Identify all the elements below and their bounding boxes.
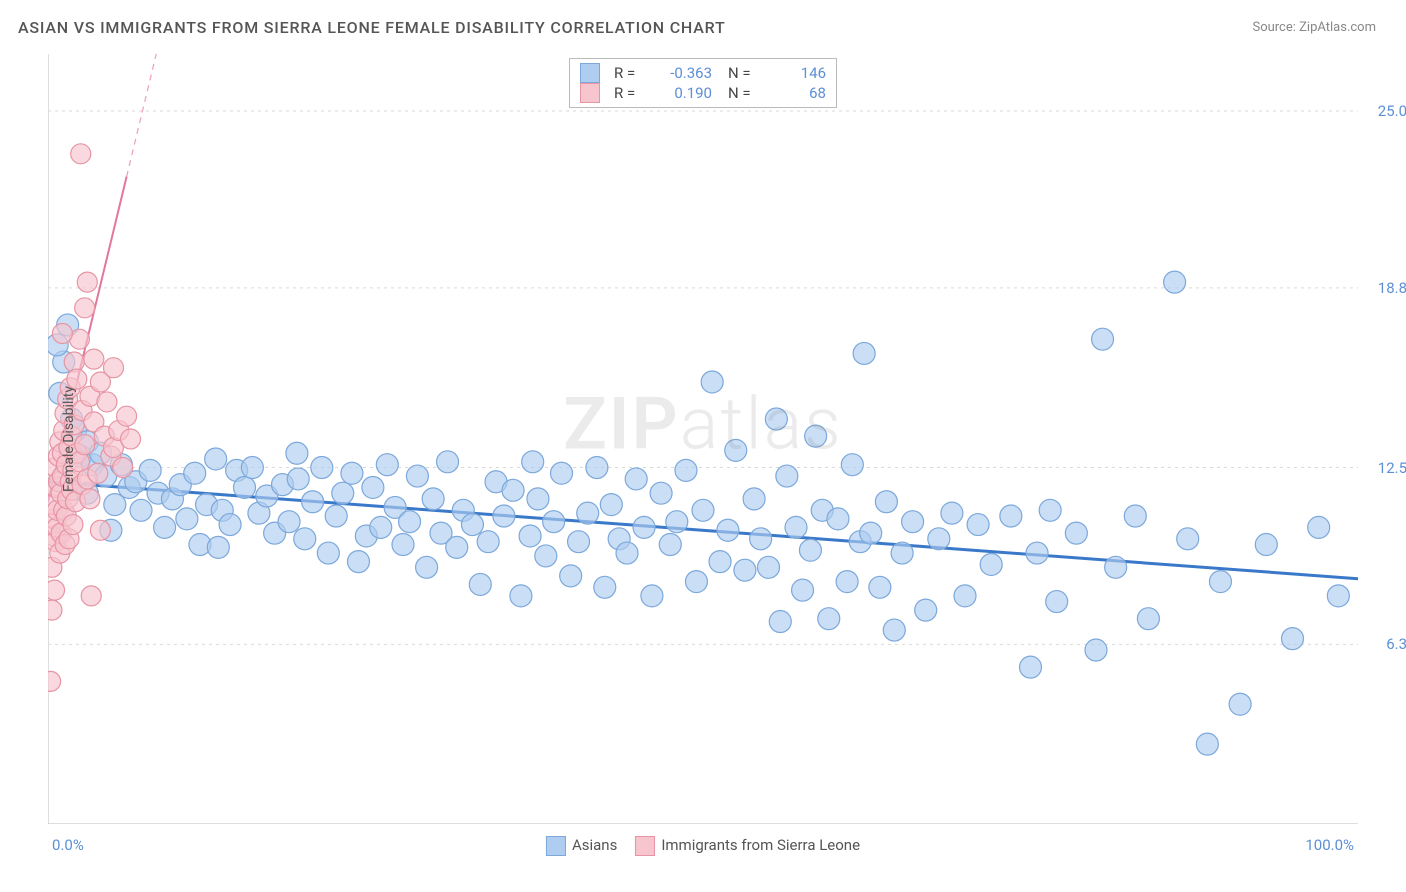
y-tick-label: 18.8% [1378, 279, 1406, 297]
legend-item: Asians [546, 836, 617, 856]
legend-swatch [546, 836, 566, 856]
scatter-svg [48, 54, 1358, 824]
y-axis-ticks: 6.3% 12.5% 18.8% 25.0% [1362, 54, 1406, 824]
plot-area: Female Disability ZIPatlas R =-0.363N =1… [48, 54, 1358, 824]
stats-box: R =-0.363N =146R =0.190N =68 [569, 58, 837, 108]
y-axis-label: Female Disability [61, 386, 77, 492]
stat-swatch [580, 63, 600, 83]
stat-row: R =0.190N =68 [580, 83, 826, 103]
stat-row: R =-0.363N =146 [580, 63, 826, 83]
y-tick-label: 25.0% [1378, 102, 1406, 120]
bottom-legend: Asians Immigrants from Sierra Leone [546, 836, 860, 856]
x-max-label: 100.0% [1305, 836, 1354, 854]
stat-swatch [580, 83, 600, 103]
chart-title: ASIAN VS IMMIGRANTS FROM SIERRA LEONE FE… [18, 18, 726, 37]
legend-item: Immigrants from Sierra Leone [635, 836, 860, 856]
x-min-label: 0.0% [52, 836, 84, 854]
y-tick-label: 6.3% [1386, 635, 1406, 653]
legend-swatch [635, 836, 655, 856]
y-tick-label: 12.5% [1378, 459, 1406, 477]
source-label: Source: ZipAtlas.com [1252, 20, 1376, 35]
